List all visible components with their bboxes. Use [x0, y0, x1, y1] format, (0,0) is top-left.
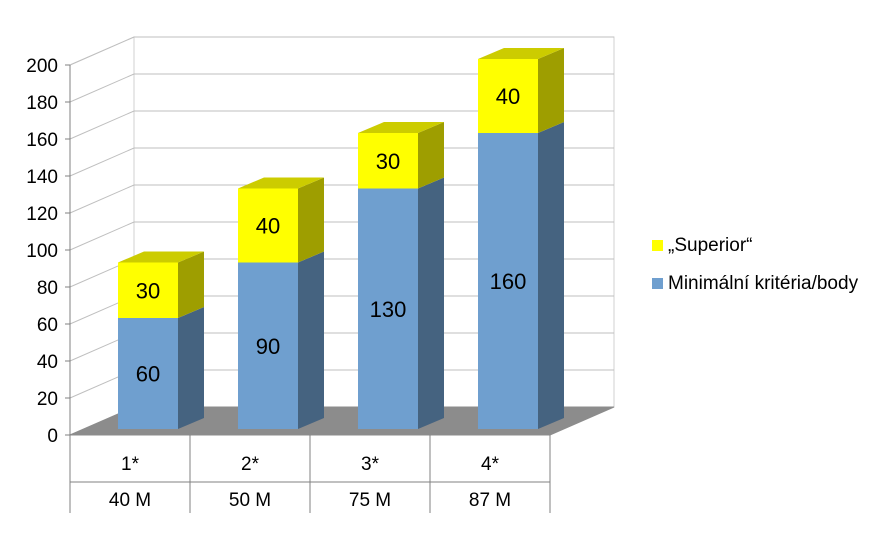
- data-label: 130: [370, 297, 407, 322]
- y-tick-label: 0: [47, 426, 58, 447]
- bar-front-face: [238, 262, 298, 429]
- bar-side-face: [538, 122, 564, 429]
- gridline: [69, 36, 614, 66]
- y-tick-label: 140: [26, 167, 58, 188]
- bar-segment: 40: [238, 177, 324, 263]
- data-label: 30: [376, 149, 400, 174]
- category-label: 4*: [481, 454, 500, 475]
- category-label: 2*: [241, 454, 260, 475]
- bar-side-face: [418, 122, 444, 189]
- subcategory-label: 87 M: [469, 490, 511, 511]
- data-label: 160: [490, 269, 527, 294]
- bar-front-face: [478, 59, 538, 133]
- bar-side-face: [178, 307, 204, 429]
- y-tick-label: 200: [26, 56, 58, 77]
- gridline: [69, 184, 614, 214]
- y-tick-label: 160: [26, 130, 58, 151]
- bar-side-face: [418, 177, 444, 429]
- legend-swatch: [652, 278, 663, 289]
- bar-side-face: [178, 251, 204, 318]
- bar-front-face: [118, 262, 178, 318]
- legend-swatch: [652, 240, 663, 251]
- bar-front-face: [118, 318, 178, 429]
- x-axis-table: 1* 40 M 2* 50 M 3* 75 M 4* 87 M: [69, 435, 551, 513]
- subcategory-label: 75 M: [349, 490, 391, 511]
- bar-segment: 160: [478, 122, 564, 429]
- subcategory-label: 40 M: [109, 490, 151, 511]
- bar-side-face: [538, 48, 564, 133]
- bar-front-face: [478, 133, 538, 429]
- y-tick-label: 20: [37, 389, 58, 410]
- bar-side-face: [298, 177, 324, 263]
- legend-label: „Superior“: [668, 235, 752, 256]
- bar-top-face: [118, 251, 204, 263]
- legend-label: Minimální kritéria/body: [668, 273, 859, 294]
- bars: 60 30 90 40 130 30 160 40: [118, 48, 564, 429]
- y-tick-label: 180: [26, 93, 58, 114]
- y-tick-label: 120: [26, 204, 58, 225]
- bar-side-face: [298, 251, 324, 429]
- data-label: 40: [496, 84, 520, 109]
- y-tick-label: 40: [37, 352, 58, 373]
- bar-top-face: [478, 48, 564, 59]
- data-label: 40: [256, 214, 280, 239]
- bar-segment: 130: [358, 177, 444, 429]
- data-label: 90: [256, 334, 280, 359]
- bar-front-face: [358, 133, 418, 189]
- bar-top-face: [358, 122, 444, 133]
- category-label: 1*: [121, 454, 140, 475]
- legend: „Superior“ Minimální kritéria/body: [652, 235, 859, 294]
- data-label: 60: [136, 362, 160, 387]
- bar-segment: 90: [238, 251, 324, 429]
- bar-segment: 60: [118, 307, 204, 429]
- category-label: 3*: [361, 454, 380, 475]
- gridline: [69, 73, 614, 103]
- y-tick-label: 80: [37, 278, 58, 299]
- bar-segment: 30: [358, 122, 444, 189]
- y-axis: 0 20 40 60 80 100 120 140 160 180 200: [26, 56, 71, 447]
- y-tick-label: 100: [26, 241, 58, 262]
- gridlines: [69, 36, 614, 399]
- bar-segment: 40: [478, 48, 564, 133]
- bar-front-face: [358, 188, 418, 429]
- gridline: [69, 221, 614, 251]
- bar-segment: 30: [118, 251, 204, 318]
- gridline: [69, 147, 614, 177]
- gridline: [69, 110, 614, 140]
- bar-front-face: [238, 188, 298, 263]
- subcategory-label: 50 M: [229, 490, 271, 511]
- bar-top-face: [238, 177, 324, 189]
- y-tick-label: 60: [37, 315, 58, 336]
- data-label: 30: [136, 278, 160, 303]
